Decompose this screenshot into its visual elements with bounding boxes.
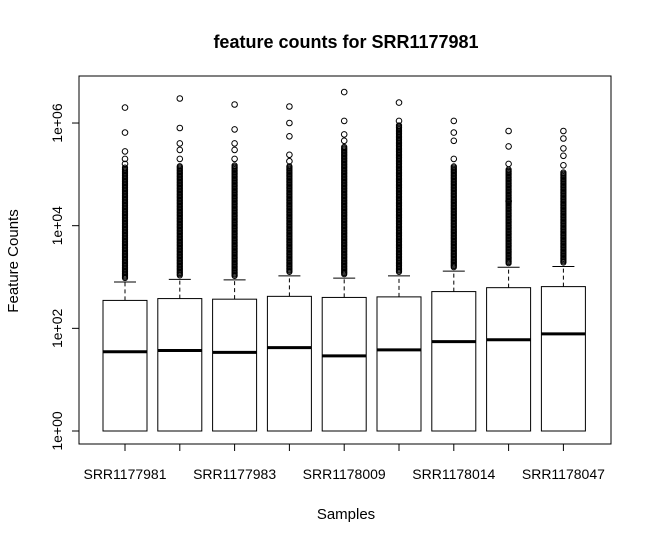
outlier-point <box>450 163 457 170</box>
outlier-point <box>231 126 238 133</box>
outlier-point <box>505 197 512 205</box>
y-tick-label: 1e+04 <box>49 206 65 246</box>
box-group <box>540 127 586 432</box>
outlier-point <box>341 143 348 151</box>
box-group <box>212 101 258 432</box>
outlier-point <box>560 152 567 160</box>
outlier-point <box>340 131 348 138</box>
outlier-point <box>286 151 293 159</box>
outlier-point <box>121 129 129 136</box>
box-group <box>157 95 203 432</box>
y-tick-label: 1e+00 <box>49 411 65 451</box>
outlier-point <box>505 143 512 150</box>
box <box>540 286 586 432</box>
outlier-point <box>395 99 403 106</box>
box-group <box>102 104 148 432</box>
outlier-point <box>560 135 567 142</box>
outlier-point <box>231 146 238 154</box>
outlier-point <box>340 88 348 96</box>
outlier-point <box>395 122 403 129</box>
box <box>266 295 312 432</box>
box-group <box>266 103 312 432</box>
plot-frame <box>78 75 612 445</box>
outlier-point <box>176 124 184 132</box>
box <box>376 296 422 432</box>
outlier-point <box>231 140 238 147</box>
chart-title: feature counts for SRR1177981 <box>213 32 478 52</box>
box <box>431 291 477 432</box>
x-tick-label: SRR1177983 <box>193 466 276 482</box>
outlier-point <box>121 148 129 155</box>
outlier-point <box>121 104 129 111</box>
x-tick-label: SRR1178047 <box>522 466 605 482</box>
outlier-point <box>121 160 129 168</box>
outlier-point <box>560 162 567 169</box>
outlier-point <box>286 103 293 110</box>
outlier-point <box>286 133 293 140</box>
outlier-point <box>286 119 293 127</box>
box-group <box>486 127 532 432</box>
outlier-point <box>505 160 512 168</box>
outlier-point <box>450 117 458 125</box>
outlier-point <box>176 140 184 147</box>
box <box>321 296 367 432</box>
outlier-point <box>340 137 348 145</box>
outlier-point <box>560 169 567 176</box>
outlier-point <box>176 163 183 170</box>
plot-area: 1e+00 1e+02 1e+04 1e+06 SRR1177981 SRR1177983… <box>49 75 612 482</box>
x-tick-label: SRR1178014 <box>412 466 495 482</box>
box <box>102 299 148 432</box>
y-axis-label: Feature Counts <box>5 209 22 312</box>
box <box>212 298 258 432</box>
outlier-point <box>231 162 238 169</box>
outlier-point <box>231 101 238 108</box>
x-tick-label: SRR1177981 <box>83 466 166 482</box>
outlier-point <box>505 127 512 135</box>
x-tick-label: SRR1178009 <box>303 466 386 482</box>
outlier-point <box>176 155 184 163</box>
outlier-point <box>450 129 458 136</box>
outlier-point <box>450 155 458 163</box>
outlier-point <box>560 145 567 152</box>
x-axis-label: Samples <box>317 506 375 523</box>
outlier-point <box>176 95 184 102</box>
outlier-point <box>286 157 293 165</box>
box-group <box>321 88 367 432</box>
outlier-point <box>121 155 129 163</box>
y-tick-label: 1e+02 <box>49 308 65 348</box>
y-tick-label: 1e+06 <box>49 103 65 143</box>
outlier-point <box>560 127 567 135</box>
outlier-point <box>340 117 348 125</box>
box-group <box>376 99 422 432</box>
outlier-point <box>176 146 184 154</box>
outlier-point <box>395 117 403 125</box>
box-group <box>431 117 477 432</box>
box <box>157 298 203 432</box>
box <box>486 287 532 432</box>
outlier-point <box>121 164 129 171</box>
outlier-point <box>450 137 458 145</box>
outlier-point <box>231 155 238 163</box>
